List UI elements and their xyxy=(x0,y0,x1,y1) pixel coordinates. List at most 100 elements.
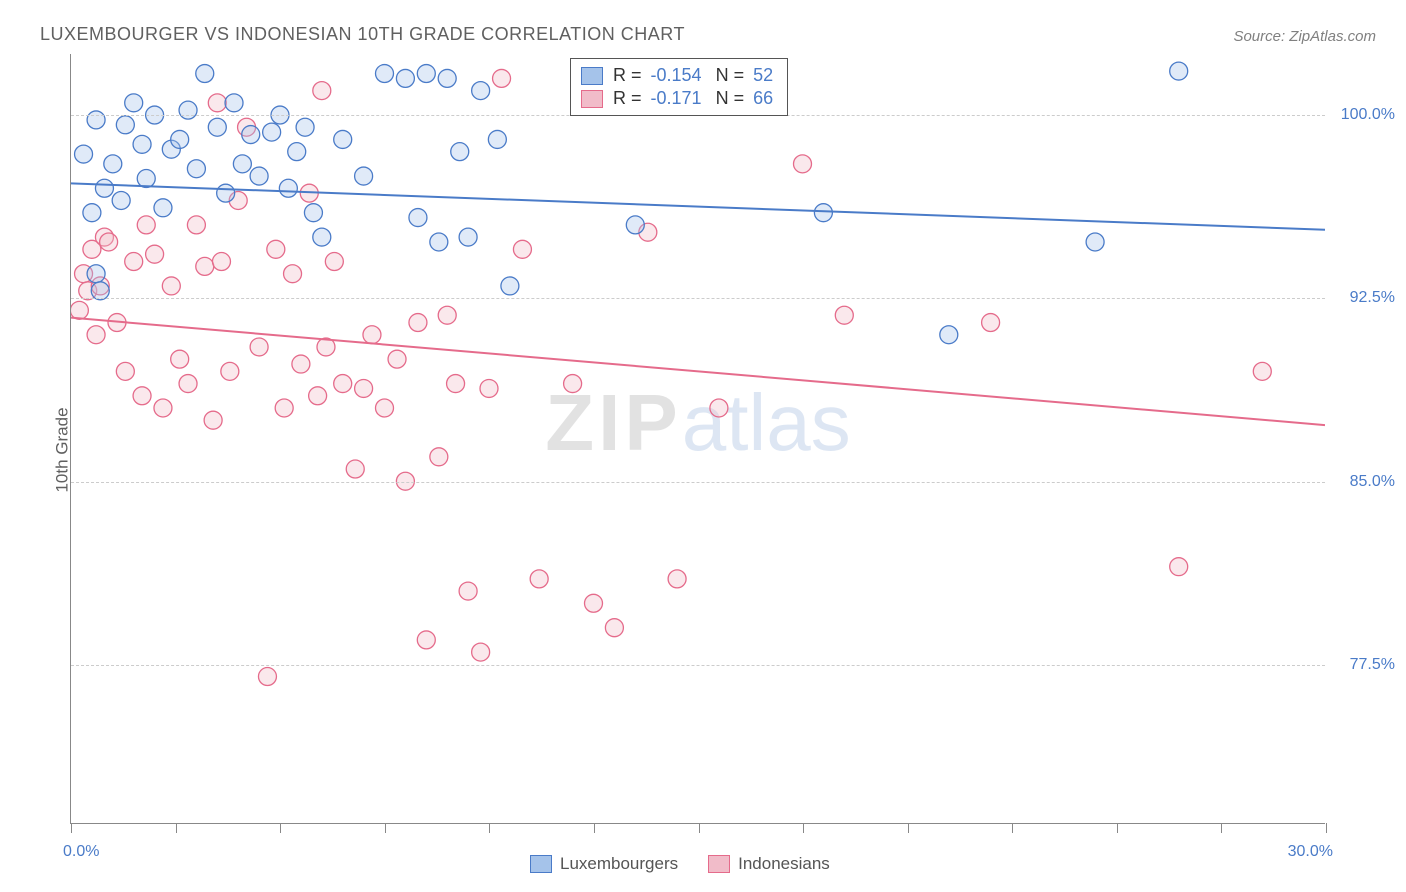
data-point xyxy=(417,631,435,649)
data-point xyxy=(208,118,226,136)
data-point xyxy=(233,155,251,173)
data-point xyxy=(179,101,197,119)
legend-row: R = -0.171 N = 66 xyxy=(581,88,777,109)
x-tick xyxy=(699,823,700,833)
data-point xyxy=(309,387,327,405)
x-tick xyxy=(1326,823,1327,833)
data-point xyxy=(376,399,394,417)
data-point xyxy=(835,306,853,324)
data-point xyxy=(275,399,293,417)
data-point xyxy=(438,306,456,324)
data-point xyxy=(334,375,352,393)
legend-swatch xyxy=(581,67,603,85)
data-point xyxy=(1086,233,1104,251)
data-point xyxy=(250,338,268,356)
data-point xyxy=(112,191,130,209)
data-point xyxy=(225,94,243,112)
x-tick xyxy=(71,823,72,833)
data-point xyxy=(472,82,490,100)
data-point xyxy=(313,228,331,246)
data-point xyxy=(179,375,197,393)
data-point xyxy=(501,277,519,295)
x-tick xyxy=(176,823,177,833)
data-point xyxy=(417,65,435,83)
data-point xyxy=(513,240,531,258)
data-point xyxy=(116,116,134,134)
data-point xyxy=(91,282,109,300)
gridline-h xyxy=(71,298,1325,299)
data-point xyxy=(346,460,364,478)
data-point xyxy=(982,314,1000,332)
data-point xyxy=(626,216,644,234)
data-point xyxy=(196,65,214,83)
data-point xyxy=(409,314,427,332)
data-point xyxy=(171,130,189,148)
data-point xyxy=(196,257,214,275)
x-tick-label: 0.0% xyxy=(63,843,99,861)
data-point xyxy=(125,253,143,271)
trend-line xyxy=(71,318,1325,425)
x-tick xyxy=(385,823,386,833)
data-point xyxy=(313,82,331,100)
legend-item: Luxembourgers xyxy=(530,854,678,874)
data-point xyxy=(472,643,490,661)
data-point xyxy=(430,233,448,251)
data-point xyxy=(430,448,448,466)
x-tick xyxy=(280,823,281,833)
gridline-h xyxy=(71,482,1325,483)
data-point xyxy=(493,69,511,87)
data-point xyxy=(100,233,118,251)
data-point xyxy=(447,375,465,393)
data-point xyxy=(459,228,477,246)
data-point xyxy=(530,570,548,588)
data-point xyxy=(376,65,394,83)
x-tick xyxy=(489,823,490,833)
x-tick xyxy=(908,823,909,833)
x-tick xyxy=(594,823,595,833)
data-point xyxy=(325,253,343,271)
data-point xyxy=(1170,62,1188,80)
data-point xyxy=(116,362,134,380)
data-point xyxy=(451,143,469,161)
data-point xyxy=(162,277,180,295)
data-point xyxy=(480,379,498,397)
x-tick xyxy=(803,823,804,833)
data-point xyxy=(355,167,373,185)
data-point xyxy=(814,204,832,222)
data-point xyxy=(288,143,306,161)
data-point xyxy=(217,184,235,202)
data-point xyxy=(75,145,93,163)
legend-swatch xyxy=(708,855,730,873)
gridline-h xyxy=(71,665,1325,666)
data-point xyxy=(208,94,226,112)
data-point xyxy=(304,204,322,222)
data-point xyxy=(250,167,268,185)
data-point xyxy=(940,326,958,344)
legend-label: Indonesians xyxy=(738,854,830,874)
data-point xyxy=(221,362,239,380)
data-point xyxy=(388,350,406,368)
data-point xyxy=(187,160,205,178)
data-point xyxy=(459,582,477,600)
data-point xyxy=(279,179,297,197)
y-tick-label: 77.5% xyxy=(1335,656,1395,674)
legend-item: Indonesians xyxy=(708,854,830,874)
data-point xyxy=(171,350,189,368)
data-point xyxy=(125,94,143,112)
chart-svg xyxy=(71,54,1325,823)
y-tick-label: 100.0% xyxy=(1335,106,1395,124)
data-point xyxy=(87,326,105,344)
source-attribution: Source: ZipAtlas.com xyxy=(1233,28,1376,45)
data-point xyxy=(564,375,582,393)
legend-label: Luxembourgers xyxy=(560,854,678,874)
data-point xyxy=(334,130,352,148)
data-point xyxy=(137,170,155,188)
series-legend: Luxembourgers Indonesians xyxy=(530,854,830,874)
data-point xyxy=(605,619,623,637)
data-point xyxy=(710,399,728,417)
chart-title: LUXEMBOURGER VS INDONESIAN 10TH GRADE CO… xyxy=(40,24,685,45)
data-point xyxy=(146,245,164,263)
data-point xyxy=(284,265,302,283)
data-point xyxy=(585,594,603,612)
y-tick-label: 85.0% xyxy=(1335,473,1395,491)
